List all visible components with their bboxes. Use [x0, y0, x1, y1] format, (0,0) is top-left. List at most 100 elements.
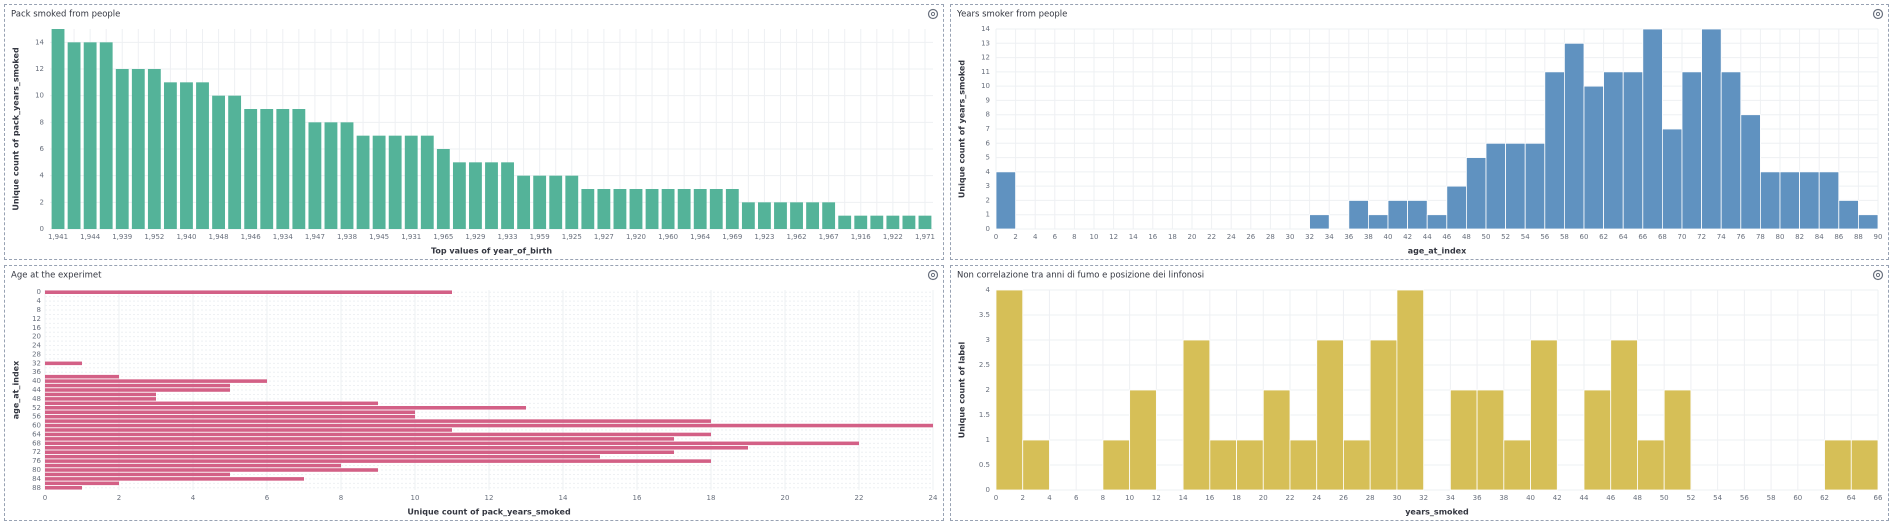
- bar: [581, 189, 595, 229]
- y-tick-label: 8: [37, 306, 41, 314]
- settings-icon[interactable]: [1872, 269, 1884, 281]
- y-tick-label: 1.5: [979, 411, 990, 419]
- settings-icon[interactable]: [927, 269, 939, 281]
- y-tick-label: 4: [986, 286, 991, 294]
- x-tick-label: 86: [1834, 233, 1843, 241]
- bar: [902, 215, 916, 229]
- gear: [1872, 8, 1884, 20]
- gear-hole: [1875, 11, 1881, 17]
- bar: [45, 454, 600, 459]
- y-tick-label: 52: [32, 404, 41, 412]
- bar: [1858, 214, 1879, 230]
- gear: [1872, 269, 1884, 281]
- chart-title: Age at the experimet: [11, 271, 102, 281]
- bar: [741, 202, 755, 229]
- bar: [45, 423, 933, 428]
- bar: [485, 162, 498, 229]
- y-tick-label: 2: [40, 198, 44, 206]
- y-tick-label: 0: [40, 225, 44, 233]
- bar: [372, 135, 386, 229]
- bar: [790, 202, 803, 229]
- bar: [758, 202, 771, 229]
- bar: [1316, 339, 1344, 491]
- bar: [870, 215, 884, 229]
- bar: [324, 122, 338, 229]
- bar: [1799, 171, 1820, 230]
- gear-hole: [930, 11, 936, 17]
- x-tick-label: 8: [1072, 233, 1076, 241]
- x-tick-label: 1,960: [658, 233, 678, 241]
- settings-icon[interactable]: [1872, 8, 1884, 20]
- y-axis-label: Unique count of label: [958, 341, 967, 438]
- x-tick-label: 20: [781, 494, 790, 502]
- y-tick-label: 64: [32, 430, 41, 438]
- bar: [1387, 200, 1409, 230]
- bar: [1544, 71, 1565, 230]
- x-tick-label: 52: [1686, 494, 1695, 502]
- x-tick-label: 24: [1227, 233, 1236, 241]
- x-tick-label: 6: [1053, 233, 1058, 241]
- bar: [1564, 42, 1585, 230]
- bar: [806, 202, 820, 229]
- x-tick-label: 88: [1854, 233, 1863, 241]
- y-tick-label: 68: [32, 439, 41, 447]
- y-tick-label: 0.5: [979, 461, 990, 469]
- bar: [292, 109, 306, 229]
- chart: Age at the experimet Unique count of pack…: [11, 269, 939, 517]
- bar: [549, 175, 563, 229]
- x-tick-label: 12: [1109, 233, 1118, 241]
- x-tick-label: 30: [1392, 494, 1401, 502]
- bar: [420, 135, 434, 229]
- bar: [1740, 114, 1761, 230]
- x-tick-label: 24: [929, 494, 938, 502]
- bar: [1524, 142, 1546, 230]
- bar: [822, 202, 836, 229]
- y-tick-label: 24: [32, 342, 41, 350]
- x-tick-label: 58: [1560, 233, 1569, 241]
- bar: [501, 162, 514, 229]
- bar: [886, 215, 900, 229]
- bar: [995, 171, 1017, 230]
- bar: [838, 215, 852, 229]
- y-tick-label: 56: [32, 413, 41, 421]
- y-tick-label: 80: [32, 466, 41, 474]
- bar: [45, 472, 230, 477]
- bar: [1850, 439, 1879, 491]
- bar: [244, 109, 258, 229]
- x-tick-label: 56: [1740, 494, 1749, 502]
- y-tick-label: 2.5: [979, 361, 990, 369]
- panel: Years smoker from people age_at_index Uniq…: [950, 4, 1889, 260]
- bar: [45, 383, 230, 388]
- bar: [260, 109, 274, 229]
- y-tick-label: 6: [40, 145, 45, 153]
- x-tick-label: 12: [485, 494, 494, 502]
- bar: [45, 401, 378, 406]
- bar: [1681, 71, 1703, 230]
- x-tick-label: 1,934: [273, 233, 294, 241]
- y-tick-label: 88: [32, 484, 41, 492]
- y-tick-label: 10: [35, 92, 44, 100]
- bar: [1583, 85, 1605, 230]
- bar: [1505, 142, 1526, 230]
- y-tick-label: 9: [986, 96, 990, 104]
- x-axis-label: years_smoked: [1405, 508, 1469, 517]
- bar: [1485, 142, 1507, 230]
- x-tick-label: 0: [994, 233, 998, 241]
- bar: [995, 289, 1024, 491]
- bar: [1449, 389, 1478, 491]
- y-tick-label: 28: [32, 350, 41, 358]
- y-axis-label: Unique count of years_smoked: [958, 60, 967, 198]
- gear-hole: [1875, 272, 1881, 278]
- x-tick-label: 1,947: [305, 233, 325, 241]
- x-tick-label: 10: [411, 494, 420, 502]
- settings-icon[interactable]: [927, 8, 939, 20]
- y-tick-label: 44: [32, 386, 41, 394]
- x-tick-label: 50: [1660, 494, 1669, 502]
- y-tick-label: 10: [981, 82, 990, 90]
- y-tick-label: 16: [32, 324, 41, 332]
- x-tick-label: 0: [994, 494, 998, 502]
- bar: [597, 189, 611, 229]
- x-tick-label: 26: [1339, 494, 1348, 502]
- bar: [115, 69, 129, 229]
